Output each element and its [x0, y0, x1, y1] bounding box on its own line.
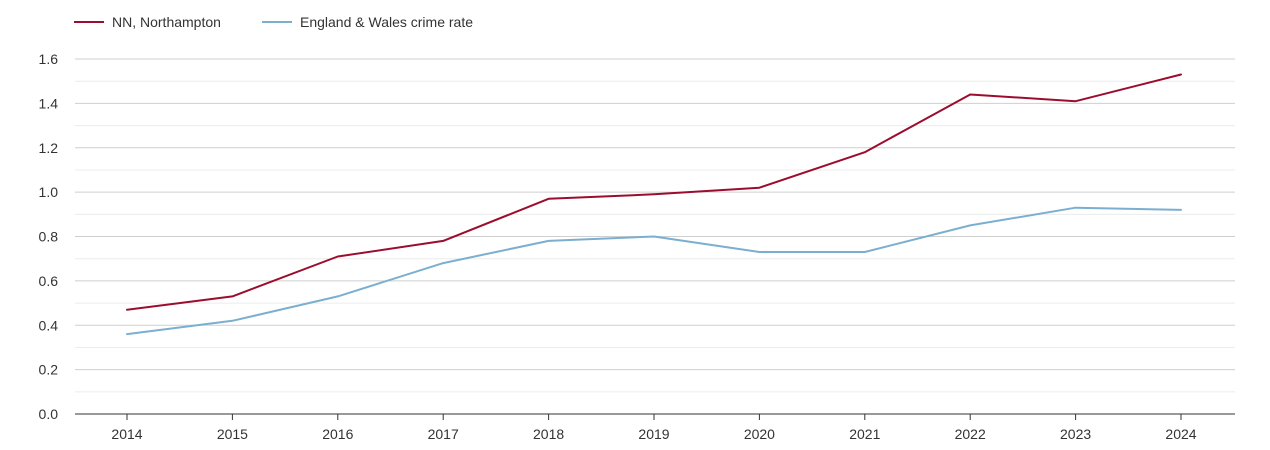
y-tick-label: 0.4 — [39, 317, 59, 333]
x-axis: 2014 2015 2016 2017 2018 2019 2020 2021 2022 2023… — [75, 413, 1235, 442]
y-tick-label: 0.8 — [39, 229, 59, 245]
series-line-northampton[interactable] — [126, 73, 1182, 311]
y-tick-label: 1.2 — [39, 140, 59, 156]
x-tick-label: 2018 — [533, 426, 564, 442]
y-tick-label: 0.0 — [39, 406, 59, 422]
legend-item-england-wales[interactable]: England & Wales crime rate — [262, 14, 473, 30]
x-tick-label: 2014 — [111, 426, 142, 442]
legend-item-northampton[interactable]: NN, Northampton — [74, 14, 221, 30]
y-tick-label: 1.6 — [39, 51, 59, 67]
x-tick-label: 2022 — [955, 426, 986, 442]
legend-label-england-wales: England & Wales crime rate — [300, 14, 473, 30]
series-line-england-wales[interactable] — [126, 206, 1182, 336]
legend-swatch-northampton — [74, 21, 104, 23]
x-tick-label: 2017 — [428, 426, 459, 442]
series-lines — [126, 73, 1182, 336]
x-tick-label: 2019 — [638, 426, 669, 442]
y-tick-label: 1.4 — [39, 95, 59, 111]
x-tick-label: 2020 — [744, 426, 775, 442]
y-tick-label: 1.0 — [39, 184, 59, 200]
x-tick-label: 2015 — [217, 426, 248, 442]
x-tick-label: 2023 — [1060, 426, 1091, 442]
gridlines — [75, 58, 1235, 393]
x-tick-label: 2024 — [1165, 426, 1196, 442]
y-tick-label: 0.2 — [39, 362, 59, 378]
y-tick-label: 0.6 — [39, 273, 59, 289]
x-tick-label: 2016 — [322, 426, 353, 442]
legend-label-northampton: NN, Northampton — [112, 14, 221, 30]
y-axis: 0.0 0.2 0.4 0.6 0.8 1.0 1.2 1.4 1.6 — [39, 51, 59, 422]
x-tick-label: 2021 — [849, 426, 880, 442]
legend-swatch-england-wales — [262, 21, 292, 23]
